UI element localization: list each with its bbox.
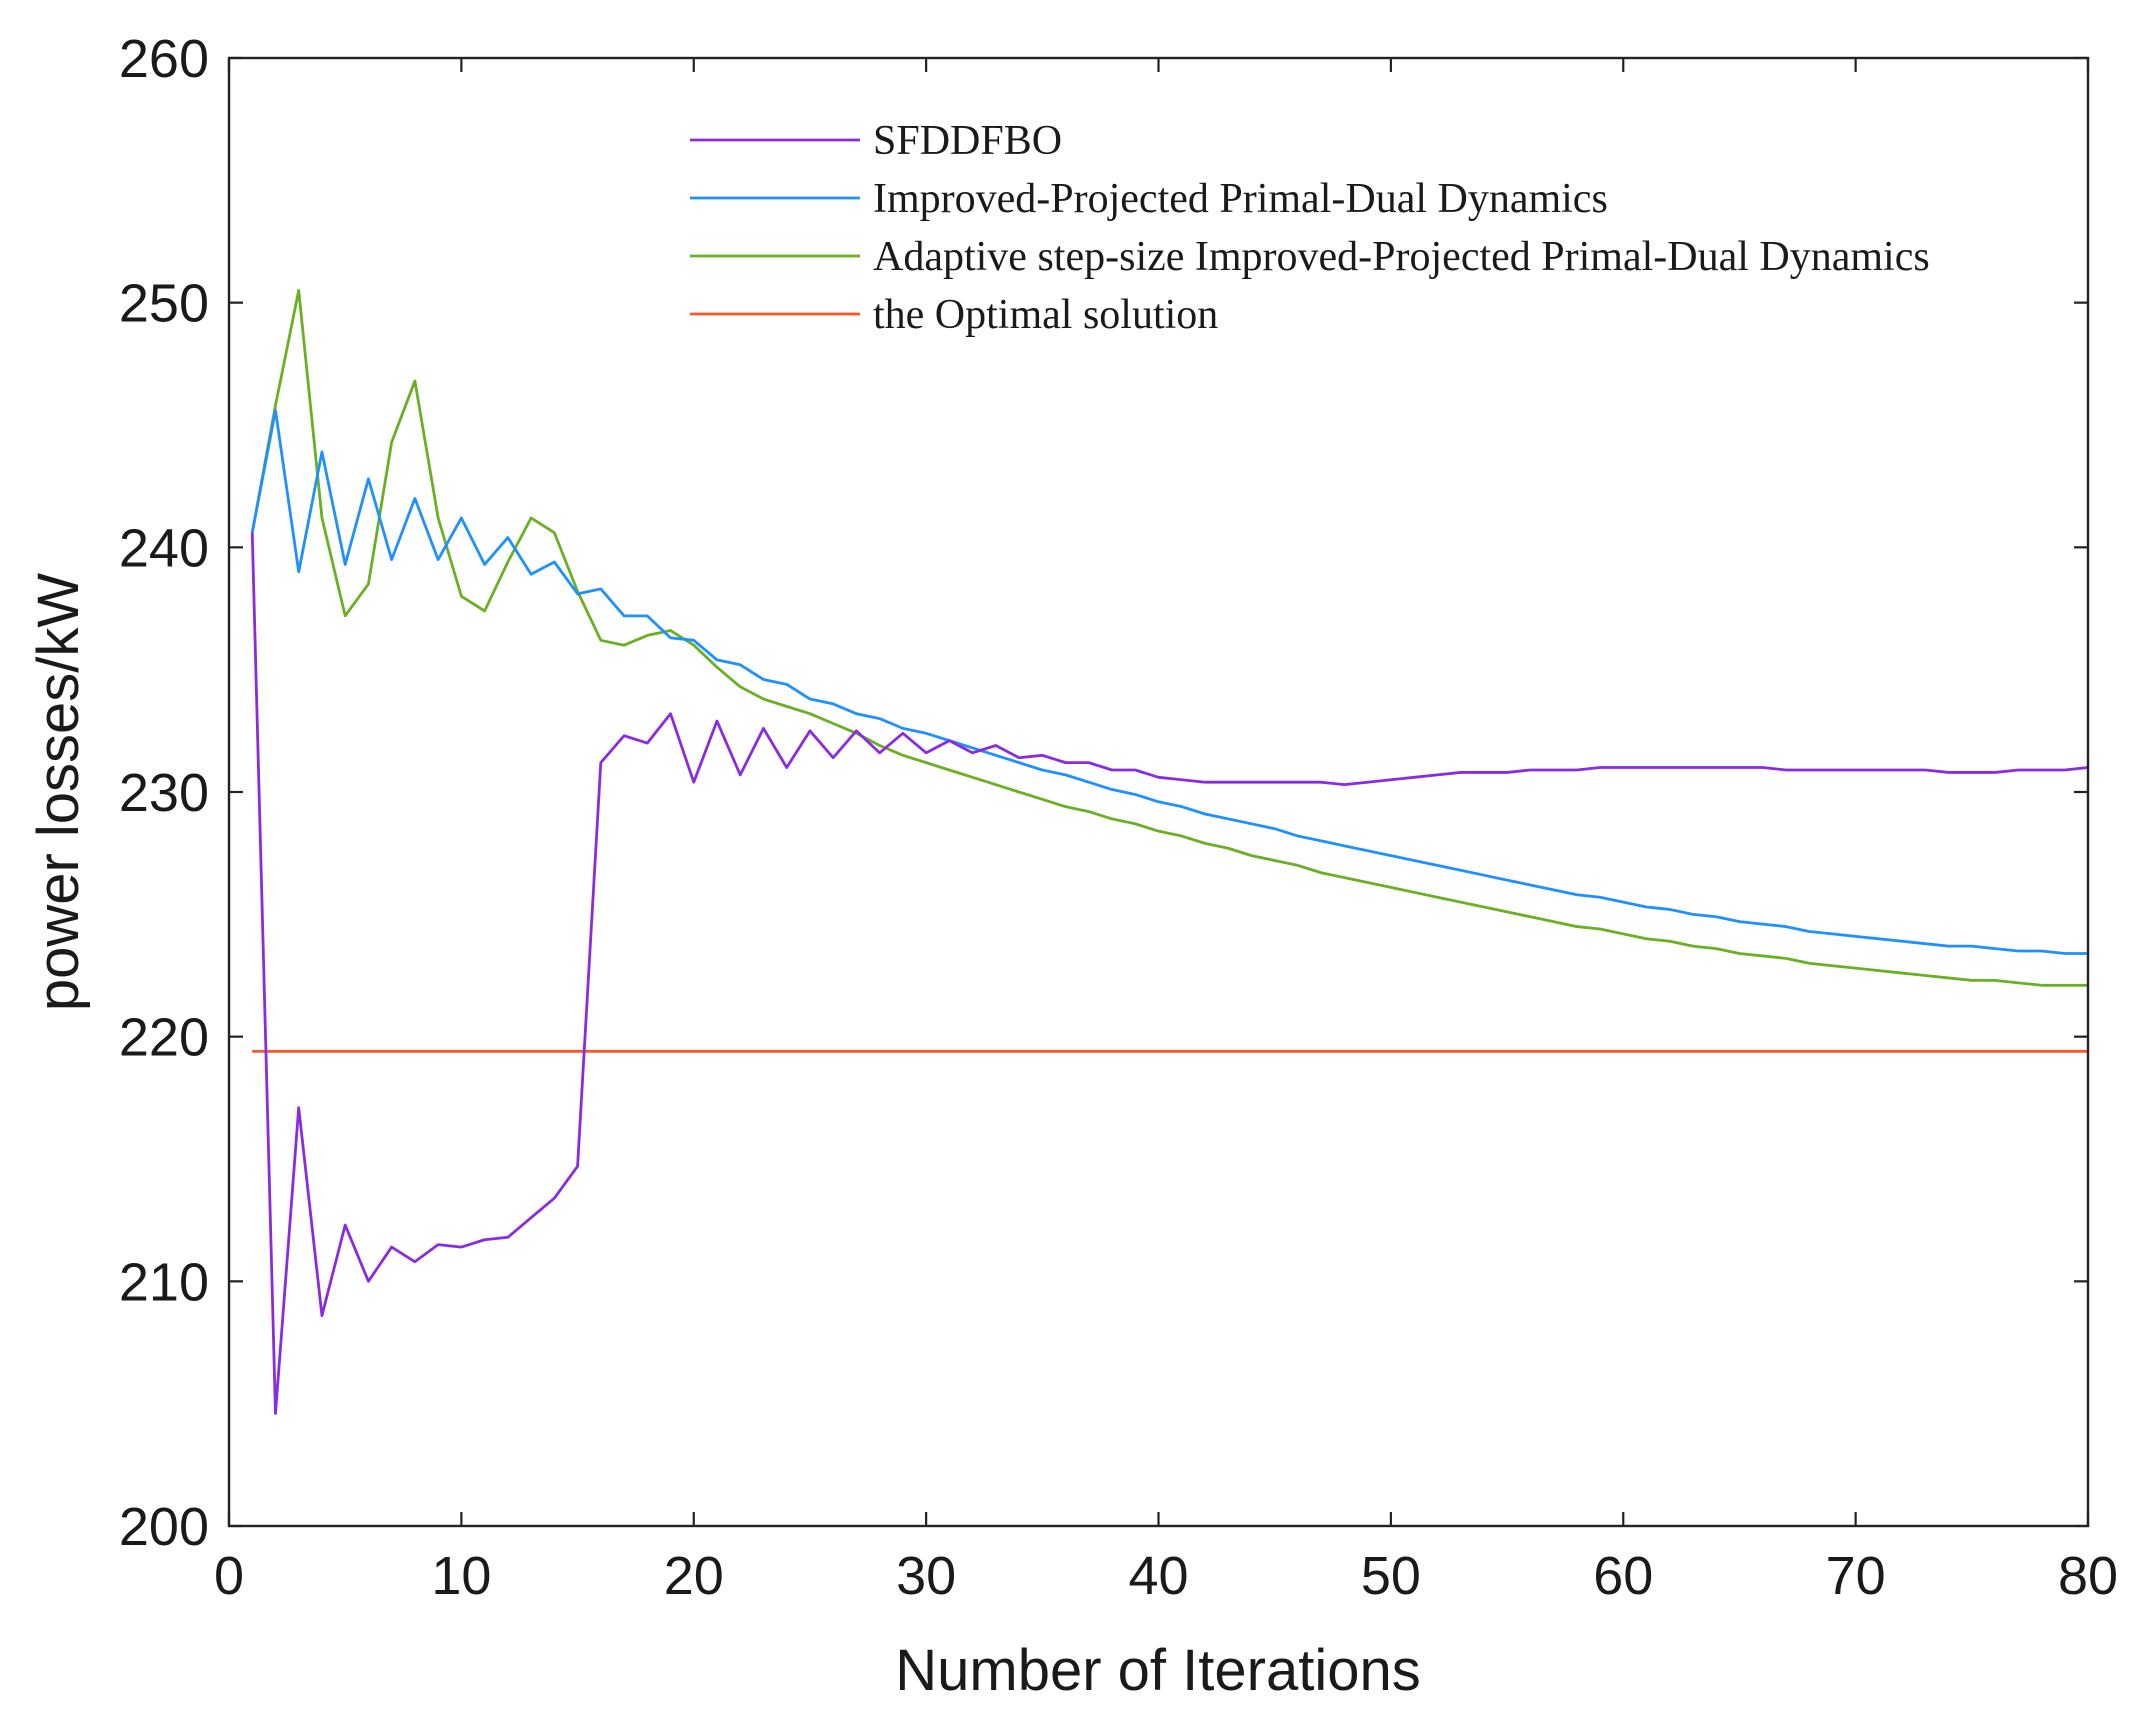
series-layer (250, 289, 2089, 1415)
y-tick-label: 220 (119, 1008, 209, 1068)
legend-label-4: the Optimal solution (873, 292, 1218, 338)
tick-layer: 0 10 20 30 40 50 60 70 80 200 210 220 230 240 250 260 (119, 29, 2118, 1606)
series-line-1 (250, 532, 2089, 1415)
legend-label-2: Improved-Projected Primal-Dual Dynamics (873, 176, 1608, 222)
y-tick-label: 250 (119, 274, 209, 334)
x-tick-label: 70 (1826, 1546, 1886, 1606)
legend-label-3: Adaptive step-size Improved-Projected Pr… (873, 234, 1930, 280)
y-tick-label: 260 (119, 29, 209, 89)
y-tick-label: 210 (119, 1252, 209, 1312)
y-tick-label: 230 (119, 763, 209, 823)
legend: SFDDFBO Improved-Projected Primal-Dual Dy… (690, 118, 1930, 338)
x-tick-label: 60 (1593, 1546, 1653, 1606)
x-tick-label: 10 (431, 1546, 491, 1606)
x-tick-label: 40 (1128, 1546, 1188, 1606)
y-tick-label: 240 (119, 518, 209, 578)
x-tick-label: 20 (664, 1546, 724, 1606)
y-axis-title: power losses/kW (26, 573, 91, 1012)
series-line-3 (250, 289, 2088, 987)
y-tick-label: 200 (119, 1497, 209, 1557)
x-tick-label: 80 (2058, 1546, 2118, 1606)
series-line-2 (250, 408, 2088, 955)
legend-label-1: SFDDFBO (873, 118, 1062, 164)
x-tick-label: 30 (896, 1546, 956, 1606)
x-axis-title: Number of Iterations (895, 1638, 1420, 1703)
x-tick-label: 50 (1361, 1546, 1421, 1606)
x-tick-label: 0 (214, 1546, 244, 1606)
